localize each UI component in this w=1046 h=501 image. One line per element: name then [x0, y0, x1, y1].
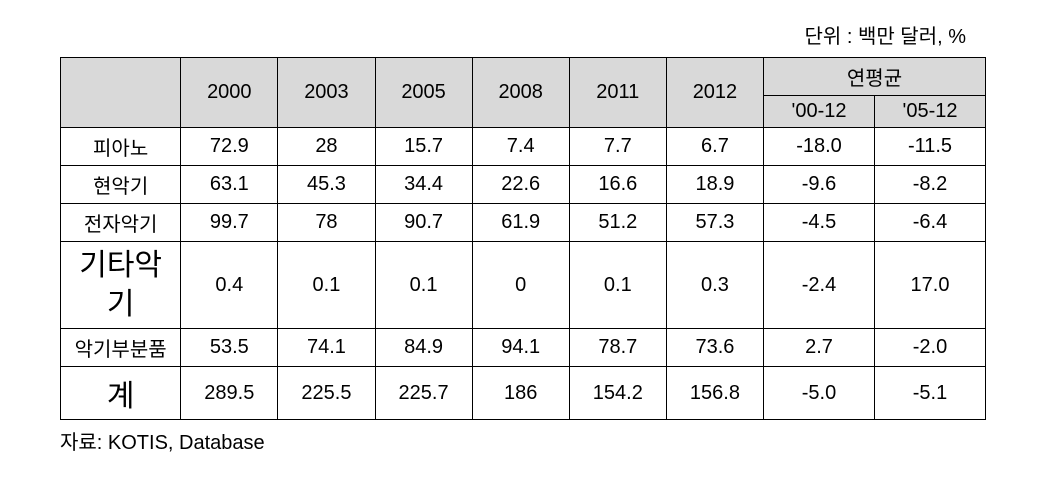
cell: 57.3 [666, 204, 763, 242]
cell: -9.6 [764, 166, 875, 204]
cell: 28 [278, 128, 375, 166]
header-year: 2012 [666, 58, 763, 128]
header-year: 2011 [569, 58, 666, 128]
header-year: 2003 [278, 58, 375, 128]
cell: 53.5 [181, 329, 278, 367]
cell: 17.0 [875, 242, 986, 329]
cell: 0 [472, 242, 569, 329]
cell: 0.1 [375, 242, 472, 329]
header-avg-sub: '00-12 [764, 96, 875, 128]
unit-label: 단위 : 백만 달러, % [60, 20, 986, 49]
cell: 186 [472, 367, 569, 420]
table-row: 피아노 72.9 28 15.7 7.4 7.7 6.7 -18.0 -11.5 [61, 128, 986, 166]
cell: -8.2 [875, 166, 986, 204]
cell: 6.7 [666, 128, 763, 166]
cell: 16.6 [569, 166, 666, 204]
data-table: 2000 2003 2005 2008 2011 2012 연평균 '00-12… [60, 57, 986, 420]
cell: -11.5 [875, 128, 986, 166]
cell: 61.9 [472, 204, 569, 242]
cell: 78 [278, 204, 375, 242]
cell: 18.9 [666, 166, 763, 204]
cell: 289.5 [181, 367, 278, 420]
table-row: 기타악기 0.4 0.1 0.1 0 0.1 0.3 -2.4 17.0 [61, 242, 986, 329]
cell: 72.9 [181, 128, 278, 166]
cell: 99.7 [181, 204, 278, 242]
cell: 7.4 [472, 128, 569, 166]
header-year: 2008 [472, 58, 569, 128]
cell: -2.4 [764, 242, 875, 329]
row-label: 악기부분품 [61, 329, 181, 367]
cell: 63.1 [181, 166, 278, 204]
cell: 90.7 [375, 204, 472, 242]
row-label: 피아노 [61, 128, 181, 166]
cell: 225.5 [278, 367, 375, 420]
cell: 15.7 [375, 128, 472, 166]
table-body: 피아노 72.9 28 15.7 7.4 7.7 6.7 -18.0 -11.5… [61, 128, 986, 420]
cell: 45.3 [278, 166, 375, 204]
cell: 7.7 [569, 128, 666, 166]
table-row: 전자악기 99.7 78 90.7 61.9 51.2 57.3 -4.5 -6… [61, 204, 986, 242]
cell: -2.0 [875, 329, 986, 367]
cell: -18.0 [764, 128, 875, 166]
cell: 0.4 [181, 242, 278, 329]
cell: -5.0 [764, 367, 875, 420]
cell: 225.7 [375, 367, 472, 420]
table-row: 악기부분품 53.5 74.1 84.9 94.1 78.7 73.6 2.7 … [61, 329, 986, 367]
table-row: 현악기 63.1 45.3 34.4 22.6 16.6 18.9 -9.6 -… [61, 166, 986, 204]
cell: 74.1 [278, 329, 375, 367]
cell: 156.8 [666, 367, 763, 420]
header-year: 2005 [375, 58, 472, 128]
header-year: 2000 [181, 58, 278, 128]
cell: 154.2 [569, 367, 666, 420]
cell: 73.6 [666, 329, 763, 367]
header-row-1: 2000 2003 2005 2008 2011 2012 연평균 [61, 58, 986, 96]
cell: 22.6 [472, 166, 569, 204]
header-avg-sub: '05-12 [875, 96, 986, 128]
row-label: 기타악기 [61, 242, 181, 329]
cell: 0.1 [569, 242, 666, 329]
header-blank [61, 58, 181, 128]
cell: 0.1 [278, 242, 375, 329]
cell: 2.7 [764, 329, 875, 367]
cell: -5.1 [875, 367, 986, 420]
table-row: 계 289.5 225.5 225.7 186 154.2 156.8 -5.0… [61, 367, 986, 420]
cell: 51.2 [569, 204, 666, 242]
cell: 0.3 [666, 242, 763, 329]
cell: 34.4 [375, 166, 472, 204]
cell: 84.9 [375, 329, 472, 367]
row-label: 현악기 [61, 166, 181, 204]
cell: -4.5 [764, 204, 875, 242]
cell: -6.4 [875, 204, 986, 242]
cell: 78.7 [569, 329, 666, 367]
cell: 94.1 [472, 329, 569, 367]
row-label: 전자악기 [61, 204, 181, 242]
source-label: 자료: KOTIS, Database [60, 426, 986, 455]
row-label-total: 계 [61, 367, 181, 420]
header-avg: 연평균 [764, 58, 986, 96]
